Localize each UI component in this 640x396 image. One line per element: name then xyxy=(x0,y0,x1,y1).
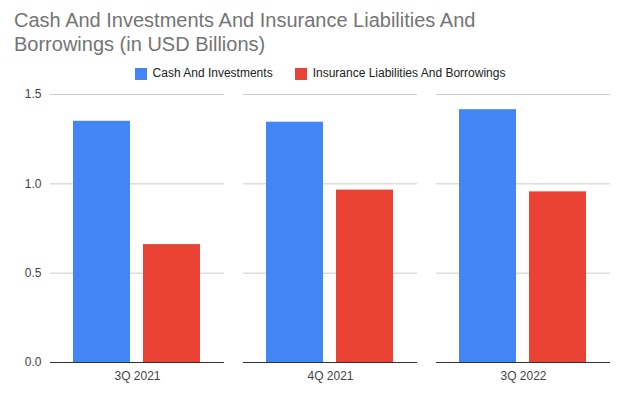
svg-text:1.5: 1.5 xyxy=(25,87,42,101)
html-text:Cash And Investments And Insur: Cash And Investments And Insurance Liabi… xyxy=(14,9,476,55)
svg-text:0.5: 0.5 xyxy=(25,266,42,280)
svg-text:3Q 2021: 3Q 2021 xyxy=(114,369,160,383)
svg-text:3Q 2022: 3Q 2022 xyxy=(500,369,546,383)
svg-text:0.0: 0.0 xyxy=(25,355,42,369)
svg-text:4Q 2021: 4Q 2021 xyxy=(307,369,353,383)
html-text:Cash And Investments: Cash And Investments xyxy=(152,66,273,80)
svg-text:1.0: 1.0 xyxy=(25,177,42,191)
html-text:Insurance Liabilities And Borr: Insurance Liabilities And Borrowings xyxy=(312,66,506,80)
